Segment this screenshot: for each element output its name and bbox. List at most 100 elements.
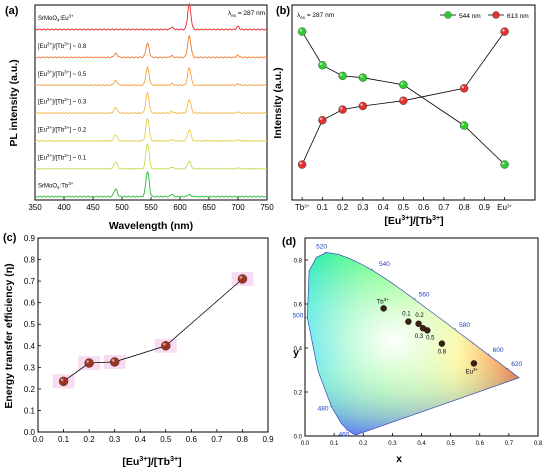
cie-point-label-2: 0.2 bbox=[415, 313, 424, 319]
efficiency-point bbox=[161, 341, 171, 351]
panel-c-xlabel: [Eu3+]/[Tb3+] bbox=[122, 456, 181, 468]
panel-a-xtick-label: 600 bbox=[173, 203, 187, 212]
cie-locus bbox=[306, 252, 520, 436]
point-highlight bbox=[86, 360, 90, 363]
spectrum-label-1: [Eu3+]/[Tb3+] ~ 0.8 bbox=[38, 41, 87, 50]
panel-c-xtick-label: 0.3 bbox=[109, 435, 121, 444]
spectrum-label-4: [Eu3+]/[Tb3+] ~ 0.2 bbox=[38, 125, 87, 134]
panel-c-ytick-label: 0.1 bbox=[24, 406, 36, 415]
legend-marker-0 bbox=[444, 11, 452, 19]
panel-b-xtick-label: 0.5 bbox=[398, 203, 410, 212]
series-point-0 bbox=[318, 61, 327, 70]
point-highlight bbox=[502, 28, 505, 32]
spectrum-line-4 bbox=[34, 117, 268, 142]
wavelength-label-500: 500 bbox=[292, 313, 303, 320]
panel-b-xtick-label: 0.8 bbox=[459, 203, 471, 212]
cie-point-label-3: 0.3 bbox=[415, 334, 424, 340]
series-point-0 bbox=[459, 121, 469, 130]
panel-c-xtick-label: 0.6 bbox=[186, 435, 198, 444]
panel-c: (c) 0.0 0.1 0.2 0.3 0.4 0.5 0.6 0.7 0.8 0.9 0.0 0.1… bbox=[3, 232, 274, 468]
panel-b: (b) λex = 287 nm 544 nm 613 nm Tb3+ 0.1 0.2… bbox=[272, 4, 536, 227]
series-point-1 bbox=[459, 84, 469, 93]
efficiency-point bbox=[109, 357, 120, 367]
panel-d-xtick-label: 0.2 bbox=[359, 441, 368, 447]
panel-c-ytick-label: 0.8 bbox=[24, 256, 36, 265]
panel-b-xtick-label: Eu3+ bbox=[497, 203, 512, 212]
panel-c-xtick-label: 0.9 bbox=[262, 435, 274, 444]
panel-a-excitation: λex = 287 nm bbox=[228, 10, 265, 18]
cie-point-label-6: Eu3+ bbox=[466, 367, 479, 376]
efficiency-point bbox=[84, 358, 94, 368]
spectrum-label-0: SrMoO4:Eu3+ bbox=[38, 14, 74, 23]
panel-c-ylabel: Energy transfer efficiency (η) bbox=[3, 263, 15, 408]
cie-point bbox=[405, 318, 412, 325]
panel-c-ytick-label: 0.0 bbox=[24, 428, 36, 437]
panel-d-ytick-label: 0.8 bbox=[294, 259, 303, 265]
cie-point bbox=[415, 320, 422, 327]
legend-label-0: 544 nm bbox=[459, 13, 481, 20]
point-highlight bbox=[162, 342, 166, 346]
spectrum-line-2 bbox=[34, 66, 268, 87]
panel-d-ytick-label: 0.6 bbox=[294, 303, 303, 309]
wavelength-label-600: 600 bbox=[493, 347, 504, 354]
panel-c-xtick-label: 0.0 bbox=[32, 435, 44, 444]
panel-c-ytick-label: 0.6 bbox=[24, 299, 36, 308]
cie-point bbox=[470, 360, 478, 367]
cie-point bbox=[380, 305, 387, 312]
panel-b-xtick-label: 0.1 bbox=[317, 203, 329, 212]
point-highlight bbox=[360, 103, 363, 107]
panel-b-excitation: λex = 287 nm bbox=[297, 12, 334, 20]
panel-b-xtick-label: 0.4 bbox=[378, 203, 390, 212]
wavelength-label-480: 480 bbox=[318, 406, 329, 413]
panel-d-xtick-label: 0.1 bbox=[330, 441, 339, 447]
panel-a-xtick-label: 650 bbox=[202, 203, 216, 212]
panel-a-xlabel: Wavelength (nm) bbox=[109, 220, 193, 232]
spectrum-label-5: [Eu3+]/[Tb3+] ~ 0.1 bbox=[38, 153, 87, 162]
panel-c-xtick-label: 0.1 bbox=[58, 435, 70, 444]
panel-c-xtick-label: 0.8 bbox=[237, 435, 249, 444]
panel-b-xtick-label: Tb3+ bbox=[295, 203, 310, 212]
point-highlight bbox=[111, 359, 115, 362]
panel-d-xlabel: x bbox=[396, 453, 402, 465]
legend-marker-1 bbox=[492, 11, 500, 19]
point-highlight bbox=[360, 75, 363, 78]
panel-c-ytick-label: 0.4 bbox=[24, 342, 36, 351]
panel-a-xtick-label: 700 bbox=[231, 203, 245, 212]
spectrum-line-5 bbox=[34, 143, 268, 170]
spectrum-label-2: [Eu3+]/[Tb3+] ~ 0.5 bbox=[38, 69, 87, 78]
series-point-1 bbox=[297, 160, 307, 169]
panel-d-label: (d) bbox=[282, 236, 296, 248]
cie-point-label-5: 0.8 bbox=[438, 350, 447, 356]
spectrum-label-3: [Eu3+]/[Tb3+] ~ 0.3 bbox=[38, 97, 87, 106]
point-highlight bbox=[299, 28, 303, 32]
point-highlight bbox=[461, 122, 465, 126]
panel-b-xlabel: [Eu3+]/[Tb3+] bbox=[384, 215, 443, 227]
cie-point-label-0: Tb3+ bbox=[377, 297, 390, 306]
panel-d-ytick-label: 0.4 bbox=[294, 347, 303, 353]
panel-a-xtick-label: 350 bbox=[28, 203, 42, 212]
spectrum-line-0 bbox=[34, 2, 268, 31]
spectrum-line-1 bbox=[34, 34, 268, 59]
panel-a-ylabel: PL intensity (a.u.) bbox=[8, 59, 20, 146]
panel-a: (a) 350 400 450 500 550 600 650 700 750 SrMoO4:E… bbox=[5, 2, 274, 232]
point-highlight bbox=[60, 378, 64, 382]
wavelength-label-540: 540 bbox=[379, 261, 390, 268]
series-point-0 bbox=[297, 27, 307, 36]
panel-a-label: (a) bbox=[5, 5, 19, 17]
panel-b-xtick-label: 0.9 bbox=[479, 203, 491, 212]
cie-point bbox=[424, 327, 431, 334]
panel-d-xtick-label: 0.0 bbox=[301, 441, 310, 447]
point-highlight bbox=[461, 85, 465, 89]
panel-c-xtick-label: 0.5 bbox=[160, 435, 172, 444]
panel-c-ytick-label: 0.9 bbox=[24, 234, 36, 243]
series-point-0 bbox=[358, 73, 368, 82]
point-highlight bbox=[340, 106, 343, 110]
panel-c-frame bbox=[37, 237, 269, 433]
point-highlight bbox=[319, 62, 323, 66]
panel-b-xtick-label: 0.2 bbox=[337, 203, 349, 212]
panel-c-ytick-label: 0.7 bbox=[24, 277, 36, 286]
panel-d-ylabel: y bbox=[293, 347, 299, 359]
panel-b-xtick-label: 0.7 bbox=[438, 203, 450, 212]
series-point-1 bbox=[399, 96, 408, 105]
